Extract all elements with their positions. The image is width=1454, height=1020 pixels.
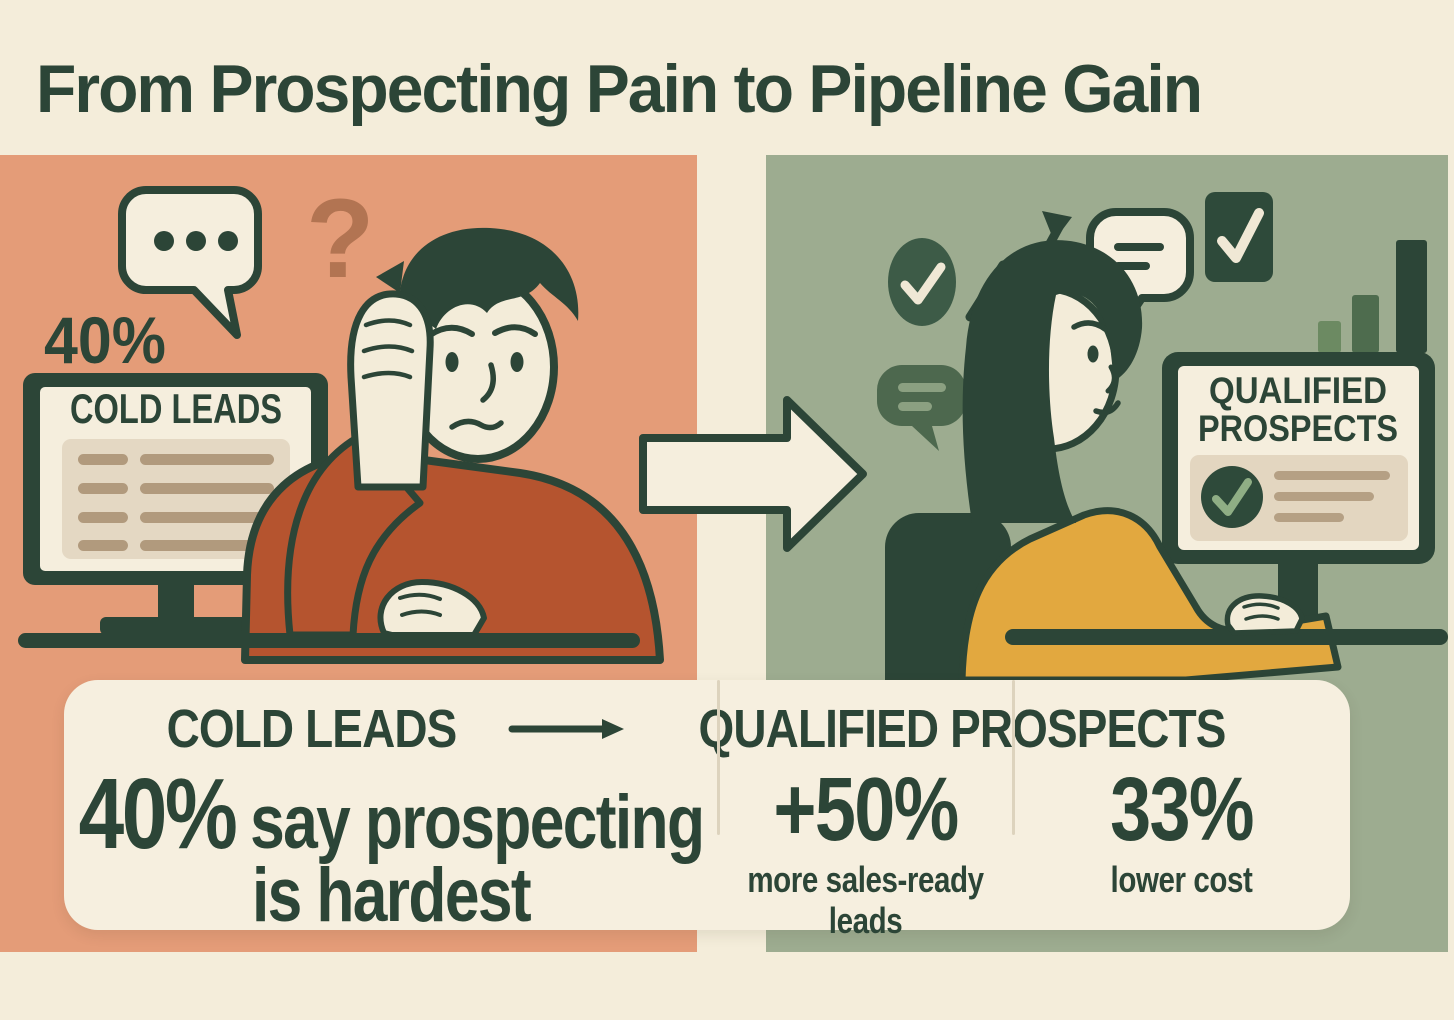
cold-leads-panel: ? 40% COLD LEADS bbox=[0, 155, 697, 952]
stat-sales-ready-leads: +50% more sales-ready leads bbox=[745, 760, 987, 942]
stat-label: more sales-ready bbox=[747, 858, 984, 900]
stat-label-line2: leads bbox=[828, 900, 903, 942]
summary-stats-card: COLD LEADS QUALIFIED PROSPECTS 40% say p… bbox=[64, 680, 1350, 940]
checked-box-icon bbox=[1205, 192, 1273, 282]
stat-value: +50% bbox=[773, 760, 959, 860]
stat-value: 40% bbox=[78, 758, 238, 870]
cold-leads-monitor: COLD LEADS bbox=[23, 373, 328, 635]
left-desk bbox=[18, 633, 640, 648]
stat-label: say prospecting bbox=[250, 780, 705, 865]
bar-chart-icon bbox=[1318, 240, 1427, 353]
question-mark: ? bbox=[306, 176, 374, 301]
transformation-arrow-icon bbox=[639, 396, 867, 552]
summary-to-label: QUALIFIED PROSPECTS bbox=[698, 699, 1227, 759]
salesperson-hair-tuft bbox=[376, 261, 404, 293]
screen-check-circle-icon bbox=[1201, 466, 1263, 528]
saleswoman-smiling-face bbox=[1071, 320, 1121, 416]
ellipsis-speech-bubble-icon bbox=[118, 186, 262, 339]
qualified-prospects-illustration: QUALIFIED PROSPECTS bbox=[877, 192, 1448, 684]
hand-on-desk bbox=[377, 579, 487, 638]
qualified-screen-title-line1: QUALIFIED bbox=[1209, 370, 1387, 411]
frustrated-salesperson bbox=[241, 227, 664, 664]
page-title: From Prospecting Pain to Pipeline Gain bbox=[36, 51, 1203, 127]
green-chat-bubble-icon bbox=[877, 365, 966, 451]
stat-label: lower cost bbox=[1110, 858, 1253, 900]
stat-prospecting-hardest: 40% say prospecting is hardest bbox=[79, 764, 705, 938]
summary-from-label: COLD LEADS bbox=[167, 699, 458, 759]
left-stat-40: 40% bbox=[44, 303, 166, 377]
summary-stats-row: 40% say prospecting is hardest +50% more… bbox=[64, 760, 1350, 940]
salesperson-worried-face bbox=[427, 324, 538, 431]
stat-value: 33% bbox=[1110, 760, 1254, 860]
check-circle-icon bbox=[888, 238, 956, 326]
hand-on-head bbox=[347, 290, 434, 491]
summary-heading: COLD LEADS QUALIFIED PROSPECTS bbox=[64, 698, 1350, 760]
stat-divider bbox=[717, 680, 720, 835]
hand-on-mouse bbox=[1224, 593, 1305, 636]
saleswoman-hair bbox=[962, 240, 1143, 523]
stat-lower-cost: 33% lower cost bbox=[1043, 760, 1319, 900]
cold-leads-list-lines bbox=[78, 454, 274, 551]
stat-label-line2: is hardest bbox=[251, 853, 532, 938]
stat-divider bbox=[1012, 680, 1015, 835]
qualified-prospects-monitor: QUALIFIED PROSPECTS bbox=[1162, 352, 1435, 622]
screen-list-lines bbox=[1274, 471, 1390, 522]
cold-leads-screen-title: COLD LEADS bbox=[70, 385, 282, 432]
right-arrow-icon bbox=[508, 719, 625, 739]
cold-leads-illustration: ? 40% COLD LEADS bbox=[18, 176, 664, 664]
qualified-screen-title-line2: PROSPECTS bbox=[1198, 408, 1398, 449]
right-desk bbox=[1005, 629, 1448, 645]
salesperson-hair bbox=[397, 227, 579, 347]
